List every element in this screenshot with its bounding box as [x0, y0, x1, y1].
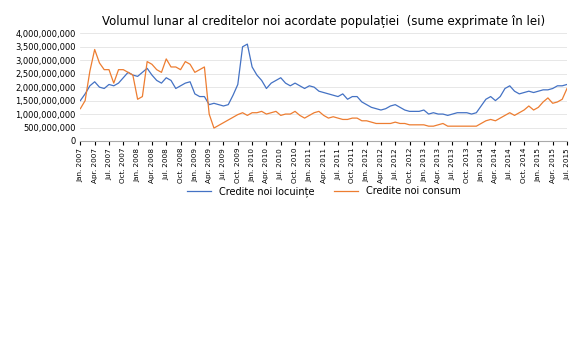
Title: Volumul lunar al creditelor noi acordate populației  (sume exprimate în lei): Volumul lunar al creditelor noi acordate… — [102, 15, 545, 28]
Credite noi locuințe — [77, 99, 84, 103]
Credite noi locuințe — [525, 89, 532, 93]
Credite noi locuințe — [211, 101, 218, 105]
Credite noi consum — [516, 111, 523, 115]
Credite noi locuințe — [530, 90, 537, 95]
Credite noi consum — [77, 107, 84, 111]
Credite noi consum — [91, 47, 98, 51]
Credite noi consum — [530, 108, 537, 112]
Credite noi locuințe — [444, 114, 451, 118]
Credite noi consum — [563, 87, 570, 91]
Line: Credite noi locuințe: Credite noi locuințe — [80, 44, 567, 116]
Credite noi consum — [525, 104, 532, 108]
Credite noi locuințe — [539, 88, 546, 92]
Credite noi consum — [211, 126, 218, 130]
Credite noi locuințe — [244, 42, 251, 46]
Credite noi locuințe — [363, 102, 370, 107]
Credite noi consum — [368, 120, 375, 124]
Credite noi locuințe — [563, 82, 570, 87]
Legend: Credite noi locuințe, Credite noi consum: Credite noi locuințe, Credite noi consum — [183, 182, 464, 201]
Credite noi consum — [539, 100, 546, 104]
Credite noi locuințe — [516, 92, 523, 96]
Credite noi consum — [220, 121, 227, 125]
Line: Credite noi consum: Credite noi consum — [80, 49, 567, 128]
